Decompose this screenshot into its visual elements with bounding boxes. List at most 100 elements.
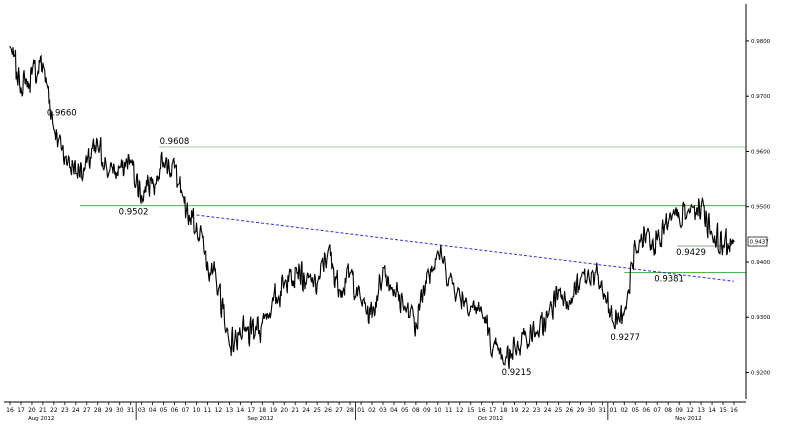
price-segment	[327, 244, 340, 298]
x-tick-label: 23	[533, 407, 541, 414]
price-segment	[283, 267, 296, 294]
price-series-layer	[9, 45, 735, 370]
price-point	[42, 62, 44, 64]
price-segment	[382, 265, 395, 297]
price-segment	[163, 157, 176, 178]
price-point	[393, 288, 395, 291]
price-point	[514, 344, 516, 346]
price-point	[535, 333, 538, 335]
price-point	[700, 206, 702, 208]
month-label: Sep 2012	[247, 416, 273, 422]
price-segment	[295, 261, 307, 293]
x-tick-label: 09	[423, 407, 431, 414]
price-point	[656, 239, 658, 241]
annotation-label: 0.9502	[119, 208, 149, 218]
x-tick-label: 21	[39, 407, 47, 414]
x-tick-label: 27	[83, 407, 91, 414]
x-tick-label: 07	[653, 407, 661, 414]
price-point	[283, 283, 285, 285]
price-point	[141, 195, 143, 197]
price-point	[481, 311, 483, 313]
x-tick-label: 22	[522, 407, 530, 414]
price-point	[184, 217, 187, 219]
price-point	[75, 172, 77, 175]
x-tick-label: 03	[379, 407, 387, 414]
price-point	[349, 272, 351, 274]
price-segment	[86, 137, 99, 169]
price-point	[579, 277, 582, 280]
x-tick-label: 18	[500, 407, 508, 414]
price-point	[623, 311, 625, 313]
price-point	[327, 250, 329, 252]
price-segment	[590, 262, 603, 290]
price-point	[338, 288, 340, 291]
price-segment	[338, 263, 351, 298]
price-segment	[206, 261, 219, 297]
price-point	[162, 161, 165, 164]
price-segment	[536, 310, 549, 339]
price-segment	[272, 274, 285, 308]
price-segment	[645, 227, 658, 256]
horizontal-levels	[80, 146, 746, 273]
y-tick-label: 0.9600	[751, 149, 771, 155]
trendline-layer	[196, 214, 735, 282]
x-tick-label: 10	[193, 407, 201, 414]
x-tick-label: 16	[730, 407, 738, 414]
price-segment	[623, 240, 636, 312]
price-point	[97, 145, 99, 147]
x-tick-label: 28	[346, 407, 354, 414]
x-tick-label: 20	[28, 407, 36, 414]
x-tick-label: 22	[50, 407, 58, 414]
x-tick-label: 27	[335, 407, 343, 414]
price-segment	[42, 62, 55, 130]
price-point	[503, 363, 505, 365]
price-point	[64, 156, 66, 158]
x-tick-label: 30	[116, 407, 124, 414]
price-segment	[558, 287, 570, 311]
price-point	[426, 272, 428, 274]
price-segment	[108, 161, 121, 179]
last-price-label: 0.9437	[750, 240, 770, 246]
price-point	[568, 300, 571, 302]
price-segment	[404, 302, 417, 337]
price-point	[217, 288, 220, 291]
price-point	[195, 222, 198, 224]
price-point	[86, 161, 88, 164]
last-price-box	[747, 236, 768, 247]
y-tick-label: 0.9300	[751, 315, 771, 321]
x-tick-label: 05	[401, 407, 409, 414]
price-segment	[261, 297, 274, 323]
price-segment	[217, 283, 230, 345]
annotation-label: 0.9429	[676, 248, 706, 258]
price-point	[239, 333, 241, 335]
price-point	[371, 316, 373, 318]
price-segment	[459, 291, 472, 318]
y-tick-label: 0.9800	[751, 39, 771, 45]
x-tick-label: 26	[324, 407, 332, 414]
price-segment	[481, 311, 494, 359]
price-point	[689, 211, 691, 213]
price-point	[228, 344, 230, 346]
x-tick-label: 15	[467, 407, 475, 414]
x-tick-label: 31	[127, 407, 135, 414]
x-tick-label: 11	[204, 407, 212, 414]
price-point	[20, 87, 22, 89]
price-point	[206, 261, 209, 263]
price-point	[316, 283, 318, 285]
price-segment	[415, 272, 428, 330]
price-segment	[9, 46, 22, 94]
price-segment	[53, 129, 66, 165]
price-segment	[130, 158, 143, 204]
x-tick-label: 07	[182, 407, 190, 414]
x-tick-label: 16	[478, 407, 486, 414]
price-segment	[656, 213, 669, 248]
price-point	[119, 167, 121, 169]
price-segment	[393, 281, 406, 314]
x-tick-label: 21	[291, 407, 299, 414]
price-segment	[75, 155, 88, 183]
y-tick-label: 0.9400	[751, 260, 771, 266]
price-point	[722, 244, 724, 246]
price-point	[53, 128, 55, 130]
x-tick-label: 18	[258, 407, 266, 414]
